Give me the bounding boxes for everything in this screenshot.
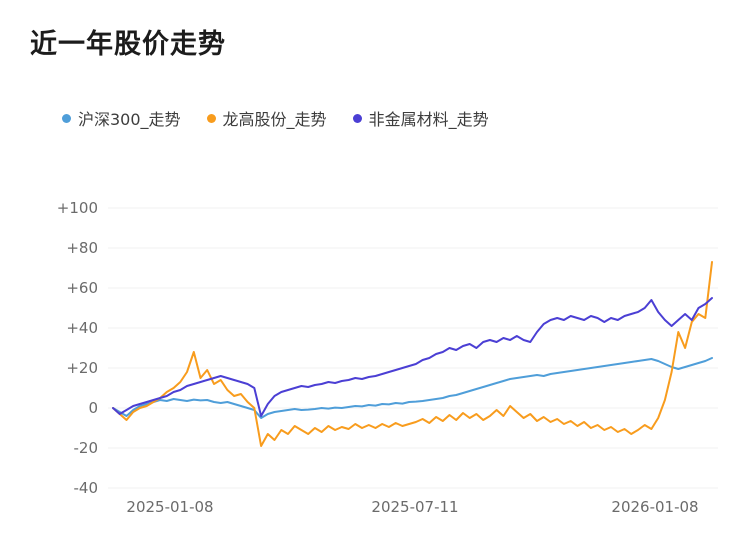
y-axis-tick-label: +100 [57,199,98,217]
series-line-nonmetal [112,297,713,417]
y-axis-tick-label: -20 [74,439,99,457]
legend-label: 非金属材料_走势 [368,110,489,129]
y-axis-tick-label: -40 [74,479,99,497]
series-line-longgao [112,261,713,447]
legend-item-nonmetal[interactable]: 非金属材料_走势 [352,106,489,130]
chart-title: 近一年股价走势 [30,29,226,60]
legend-label: 沪深300_走势 [78,110,181,129]
x-axis-tick-label: 2025-01-08 [126,498,213,516]
legend-dot-icon [352,113,362,123]
y-axis-tick-label: +60 [66,279,98,297]
legend-item-longgao[interactable]: 龙高股份_走势 [206,106,327,130]
y-axis-tick-label: 0 [88,399,98,417]
x-axis-tick-label: 2025-07-11 [371,498,458,516]
series-line-csi300 [112,357,713,419]
legend-dot-icon [62,113,71,123]
y-axis-tick-label: +80 [66,239,98,257]
y-axis-tick-label: +20 [66,359,98,377]
legend-dot-icon [206,113,216,123]
chart-legend: 沪深300_走势 龙高股份_走势 非金属材料_走势 [62,106,489,130]
y-axis-tick-label: +40 [66,319,98,337]
chart-plot-area: +100 +80 +60 +40 +20 0 -20 -40 2025-01-08 2025-07… [57,199,718,516]
legend-label: 龙高股份_走势 [222,110,327,129]
legend-item-csi300[interactable]: 沪深300_走势 [62,106,181,130]
x-axis-tick-label: 2026-01-08 [611,498,698,516]
